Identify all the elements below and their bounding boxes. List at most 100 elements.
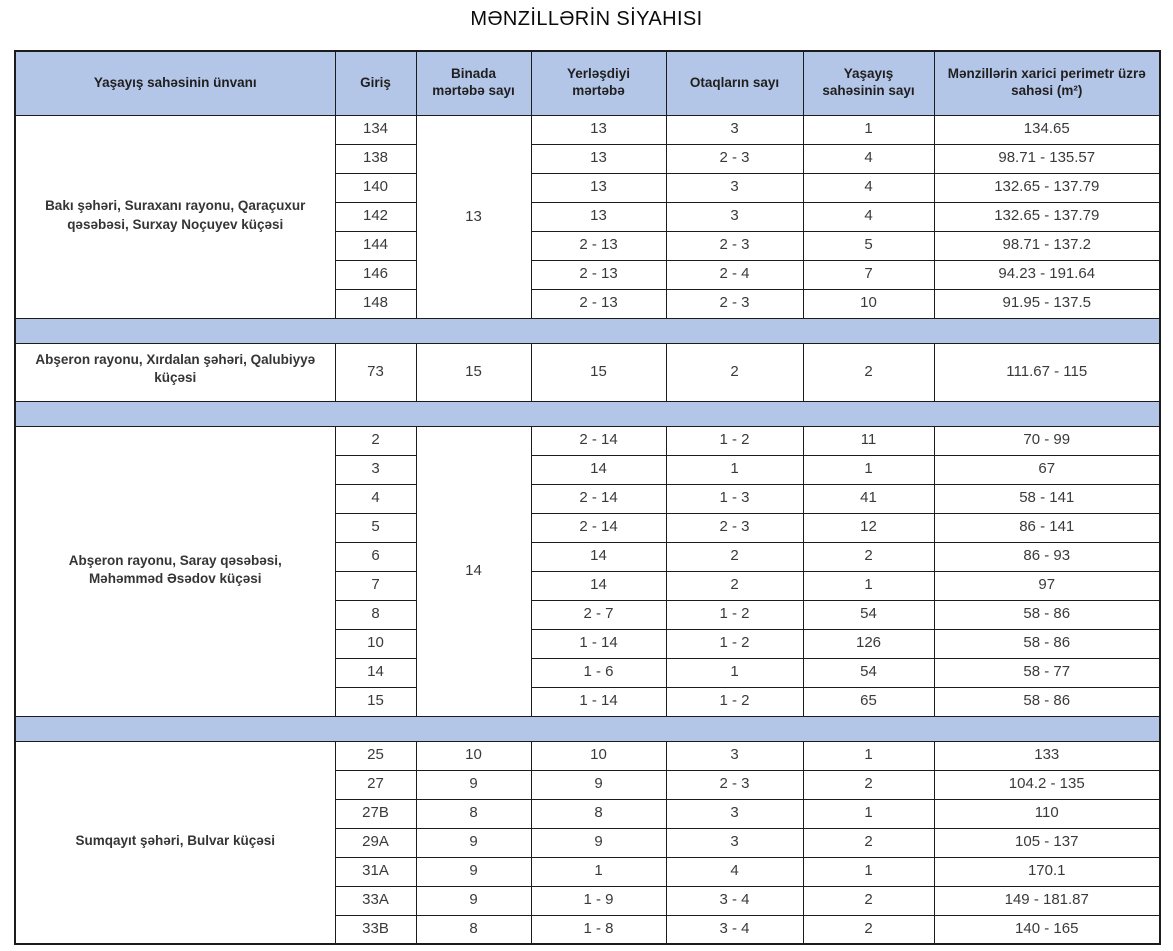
area-cell: 97 <box>933 570 1161 601</box>
apartments-table: Yaşayış sahəsinin ünvanı Giriş Binada mərt… <box>14 50 1161 945</box>
rooms-cell: 4 <box>665 856 804 887</box>
rooms-cell: 1 - 2 <box>665 599 804 630</box>
building-floors-cell: 9 <box>415 827 532 858</box>
building-floors-merged-cell: 13 <box>415 114 532 319</box>
rooms-cell: 2 - 3 <box>665 143 804 174</box>
unit-count-cell: 2 <box>802 885 935 916</box>
area-cell: 91.95 - 137.5 <box>933 288 1161 319</box>
entrance-cell: 5 <box>334 512 417 543</box>
unit-count-cell: 10 <box>802 288 935 319</box>
separator-row <box>14 715 1161 742</box>
rooms-cell: 1 - 3 <box>665 483 804 514</box>
data-row: 15 1 - 14 1 - 2 65 58 - 86 <box>15 686 1161 717</box>
area-cell: 94.23 - 191.64 <box>933 259 1161 290</box>
located-floor-cell: 1 - 9 <box>530 885 667 916</box>
column-header-4: Otaqların sayı <box>665 50 804 116</box>
entrance-cell: 138 <box>334 143 417 174</box>
entrance-cell: 142 <box>334 201 417 232</box>
entrance-cell: 8 <box>334 599 417 630</box>
located-floor-cell: 13 <box>530 172 667 203</box>
data-row: 5 2 - 14 2 - 3 12 86 - 141 <box>15 512 1161 543</box>
entrance-cell: 14 <box>334 657 417 688</box>
area-cell: 58 - 86 <box>933 599 1161 630</box>
data-row: Abşeron rayonu, Saray qəsəbəsi, Məhəmməd… <box>14 425 1161 717</box>
located-floor-cell: 10 <box>530 740 667 771</box>
data-row: 27B 8 8 3 1 110 <box>15 798 1161 829</box>
building-floors-merged-cell: 14 <box>415 425 532 717</box>
entrance-cell: 2 <box>334 425 417 456</box>
unit-count-cell: 41 <box>802 483 935 514</box>
area-cell: 86 - 93 <box>933 541 1161 572</box>
column-header-3: Yerləşdiyi mərtəbə <box>530 50 667 116</box>
unit-count-cell: 4 <box>802 143 935 174</box>
data-row: 138 13 2 - 3 4 98.71 - 135.57 <box>15 143 1161 174</box>
area-cell: 111.67 - 115 <box>933 342 1161 402</box>
entrance-cell: 33B <box>334 914 417 945</box>
data-row: 31A 9 1 4 1 170.1 <box>15 856 1161 887</box>
rooms-cell: 2 - 3 <box>665 288 804 319</box>
located-floor-cell: 14 <box>530 541 667 572</box>
unit-count-cell: 1 <box>802 454 935 485</box>
located-floor-cell: 14 <box>530 454 667 485</box>
located-floor-cell: 2 - 7 <box>530 599 667 630</box>
area-cell: 67 <box>933 454 1161 485</box>
rooms-cell: 2 <box>665 342 804 402</box>
unit-count-cell: 7 <box>802 259 935 290</box>
separator-cell <box>14 715 1161 742</box>
entrance-cell: 3 <box>334 454 417 485</box>
entrance-cell: 31A <box>334 856 417 887</box>
unit-count-cell: 4 <box>802 172 935 203</box>
unit-count-cell: 126 <box>802 628 935 659</box>
address-cell: Abşeron rayonu, Xırdalan şəhəri, Qalubiy… <box>14 342 336 402</box>
area-cell: 58 - 77 <box>933 657 1161 688</box>
address-cell: Bakı şəhəri, Suraxanı rayonu, Qaraçuxur … <box>14 114 336 319</box>
building-floors-cell: 9 <box>415 769 532 800</box>
entrance-cell: 27B <box>334 798 417 829</box>
located-floor-cell: 9 <box>530 769 667 800</box>
located-floor-cell: 8 <box>530 798 667 829</box>
column-header-2: Binada mərtəbə sayı <box>415 50 532 116</box>
unit-count-cell: 1 <box>802 798 935 829</box>
data-row: 146 2 - 13 2 - 4 7 94.23 - 191.64 <box>15 259 1161 290</box>
rooms-cell: 1 - 2 <box>665 686 804 717</box>
building-floors-cell: 9 <box>415 885 532 916</box>
located-floor-cell: 1 - 14 <box>530 628 667 659</box>
entrance-cell: 134 <box>334 114 417 145</box>
rooms-cell: 2 - 3 <box>665 769 804 800</box>
rooms-cell: 3 - 4 <box>665 914 804 945</box>
area-cell: 70 - 99 <box>933 425 1161 456</box>
area-cell: 110 <box>933 798 1161 829</box>
unit-count-cell: 1 <box>802 570 935 601</box>
data-row: 148 2 - 13 2 - 3 10 91.95 - 137.5 <box>15 288 1161 319</box>
column-header-0: Yaşayış sahəsinin ünvanı <box>14 50 336 116</box>
located-floor-cell: 1 - 8 <box>530 914 667 945</box>
data-row: 144 2 - 13 2 - 3 5 98.71 - 137.2 <box>15 230 1161 261</box>
area-cell: 133 <box>933 740 1161 771</box>
table-body: Bakı şəhəri, Suraxanı rayonu, Qaraçuxur … <box>14 114 1161 945</box>
unit-count-cell: 11 <box>802 425 935 456</box>
column-header-5: Yaşayış sahəsinin sayı <box>802 50 935 116</box>
rooms-cell: 1 <box>665 657 804 688</box>
data-row: 3 14 1 1 67 <box>15 454 1161 485</box>
area-cell: 86 - 141 <box>933 512 1161 543</box>
column-header-6: Mənzillərin xarici perimetr üzrə sahəsi … <box>933 50 1161 116</box>
area-cell: 140 - 165 <box>933 914 1161 945</box>
separator-cell <box>14 400 1161 427</box>
unit-count-cell: 12 <box>802 512 935 543</box>
located-floor-cell: 1 <box>530 856 667 887</box>
area-cell: 132.65 - 137.79 <box>933 172 1161 203</box>
address-cell: Sumqayıt şəhəri, Bulvar küçəsi <box>14 740 336 945</box>
data-row: Sumqayıt şəhəri, Bulvar küçəsi 25 10 10 3 1 13… <box>14 740 1161 945</box>
unit-count-cell: 54 <box>802 599 935 630</box>
located-floor-cell: 2 - 13 <box>530 288 667 319</box>
unit-count-cell: 54 <box>802 657 935 688</box>
area-cell: 58 - 86 <box>933 628 1161 659</box>
located-floor-cell: 2 - 13 <box>530 259 667 290</box>
area-cell: 104.2 - 135 <box>933 769 1161 800</box>
entrance-cell: 25 <box>334 740 417 771</box>
building-floors-cell: 8 <box>415 798 532 829</box>
entrance-cell: 27 <box>334 769 417 800</box>
rooms-cell: 2 <box>665 541 804 572</box>
